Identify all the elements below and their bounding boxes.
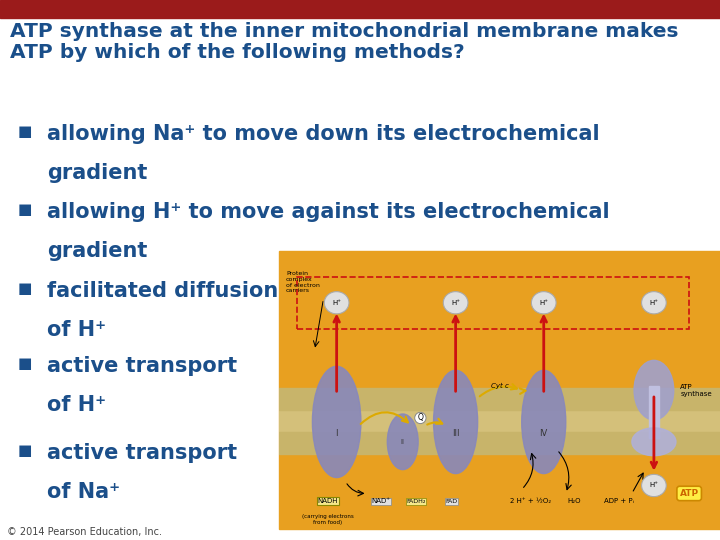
- Text: ■: ■: [18, 202, 32, 218]
- Text: NAD⁺: NAD⁺: [372, 498, 390, 504]
- Circle shape: [531, 292, 556, 314]
- Circle shape: [324, 292, 349, 314]
- Text: Cyt c: Cyt c: [491, 383, 508, 389]
- Bar: [649, 386, 660, 438]
- Circle shape: [444, 292, 468, 314]
- Ellipse shape: [387, 414, 418, 470]
- Text: gradient: gradient: [47, 241, 147, 261]
- Text: FADH₂: FADH₂: [406, 499, 426, 504]
- Bar: [279, 410, 720, 432]
- Text: gradient: gradient: [47, 163, 147, 183]
- Text: ■: ■: [18, 281, 32, 296]
- Ellipse shape: [312, 366, 361, 477]
- Bar: [279, 432, 720, 454]
- Ellipse shape: [433, 370, 477, 474]
- Bar: [279, 388, 720, 410]
- Text: active transport: active transport: [47, 356, 237, 376]
- Text: H⁺: H⁺: [649, 483, 658, 489]
- Ellipse shape: [634, 360, 674, 420]
- Bar: [0, 0, 720, 18]
- Text: H⁺: H⁺: [451, 300, 460, 306]
- Text: allowing Na⁺ to move down its electrochemical: allowing Na⁺ to move down its electroche…: [47, 124, 600, 144]
- Text: IV: IV: [539, 429, 548, 438]
- Circle shape: [642, 474, 666, 497]
- Text: H₂O: H₂O: [568, 498, 581, 504]
- Text: FAD: FAD: [445, 499, 457, 504]
- Text: facilitated diffusion: facilitated diffusion: [47, 281, 278, 301]
- Bar: [297, 277, 689, 328]
- Text: ATP
synthase: ATP synthase: [680, 383, 712, 397]
- Text: I: I: [336, 429, 338, 438]
- Text: H⁺: H⁺: [649, 300, 658, 306]
- Text: II: II: [401, 439, 405, 445]
- Text: H⁺: H⁺: [539, 300, 548, 306]
- Text: III: III: [452, 429, 459, 438]
- Text: NADH: NADH: [318, 498, 338, 504]
- Circle shape: [642, 292, 666, 314]
- Text: ■: ■: [18, 124, 32, 139]
- Text: of Na⁺: of Na⁺: [47, 482, 120, 502]
- Text: Q: Q: [418, 414, 423, 422]
- Text: ATP synthase at the inner mitochondrial membrane makes: ATP synthase at the inner mitochondrial …: [10, 22, 678, 40]
- Text: of H⁺: of H⁺: [47, 320, 106, 340]
- Text: ATP: ATP: [680, 489, 698, 498]
- Ellipse shape: [632, 428, 676, 456]
- Text: ADP + Pᵢ: ADP + Pᵢ: [603, 498, 634, 504]
- Text: (carrying electrons
from food): (carrying electrons from food): [302, 514, 354, 525]
- Text: 2 H⁺ + ½O₂: 2 H⁺ + ½O₂: [510, 498, 551, 504]
- Text: ■: ■: [18, 443, 32, 458]
- Text: allowing H⁺ to move against its electrochemical: allowing H⁺ to move against its electroc…: [47, 202, 609, 222]
- Text: H⁺: H⁺: [332, 300, 341, 306]
- Text: Protein
complex
of electron
carriers: Protein complex of electron carriers: [286, 271, 320, 293]
- Ellipse shape: [522, 370, 566, 474]
- Bar: [279, 251, 720, 529]
- Text: © 2014 Pearson Education, Inc.: © 2014 Pearson Education, Inc.: [7, 527, 162, 537]
- Text: of H⁺: of H⁺: [47, 395, 106, 415]
- Text: active transport: active transport: [47, 443, 237, 463]
- Text: ATP by which of the following methods?: ATP by which of the following methods?: [10, 43, 464, 62]
- Text: ■: ■: [18, 356, 32, 372]
